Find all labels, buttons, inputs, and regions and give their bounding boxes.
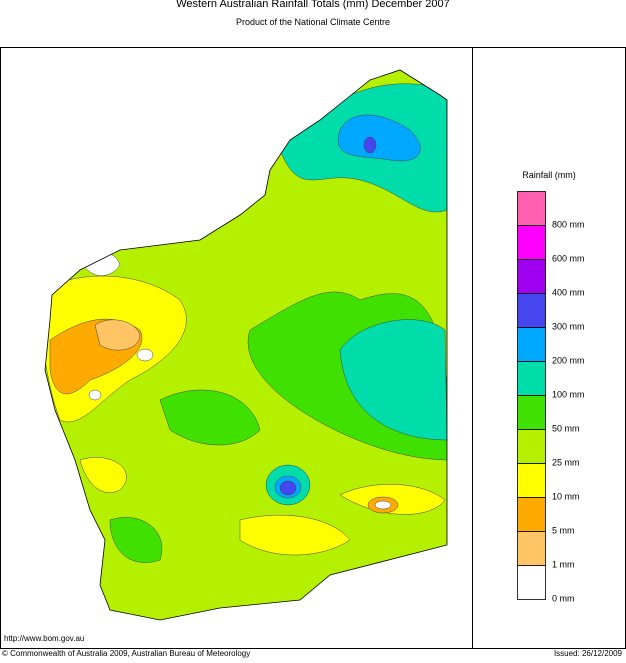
legend-label: 25 mm: [552, 457, 580, 467]
legend-swatch: [517, 395, 546, 430]
legend-swatch: [517, 463, 546, 498]
legend-label: 600 mm: [552, 253, 585, 263]
copyright: © Commonwealth of Australia 2009, Austra…: [2, 649, 250, 658]
legend: 800 mm 600 mm 400 mm 300 mm 200 mm 100 mm 50 m…: [517, 191, 585, 603]
legend-label: 300 mm: [552, 321, 585, 331]
legend-swatch: [517, 361, 546, 396]
legend-label: 50 mm: [552, 423, 580, 433]
legend-label: 10 mm: [552, 491, 580, 501]
map: [45, 70, 447, 620]
legend-swatch: [517, 429, 546, 464]
legend-swatch: [517, 225, 546, 260]
url: http://www.bom.gov.au: [4, 634, 84, 643]
legend-swatch: [517, 293, 546, 328]
title: Western Australian Rainfall Totals (mm) …: [176, 0, 450, 10]
issued: Issued: 26/12/2009: [554, 649, 623, 658]
legend-label: 5 mm: [552, 525, 575, 535]
legend-swatch: [517, 327, 546, 362]
legend-swatch: [517, 259, 546, 294]
legend-label: 1 mm: [552, 559, 575, 569]
subtitle: Product of the National Climate Centre: [236, 17, 390, 27]
legend-label: 0 mm: [552, 593, 575, 603]
legend-swatch: [517, 565, 546, 600]
legend-label: 200 mm: [552, 355, 585, 365]
coastline: [44, 69, 448, 621]
legend-swatch: [517, 531, 546, 566]
legend-swatch: [517, 497, 546, 532]
legend-swatch: [517, 191, 546, 226]
legend-label: 100 mm: [552, 389, 585, 399]
legend-label: 400 mm: [552, 287, 585, 297]
legend-title: Rainfall (mm): [522, 170, 576, 180]
legend-label: 800 mm: [552, 219, 585, 229]
